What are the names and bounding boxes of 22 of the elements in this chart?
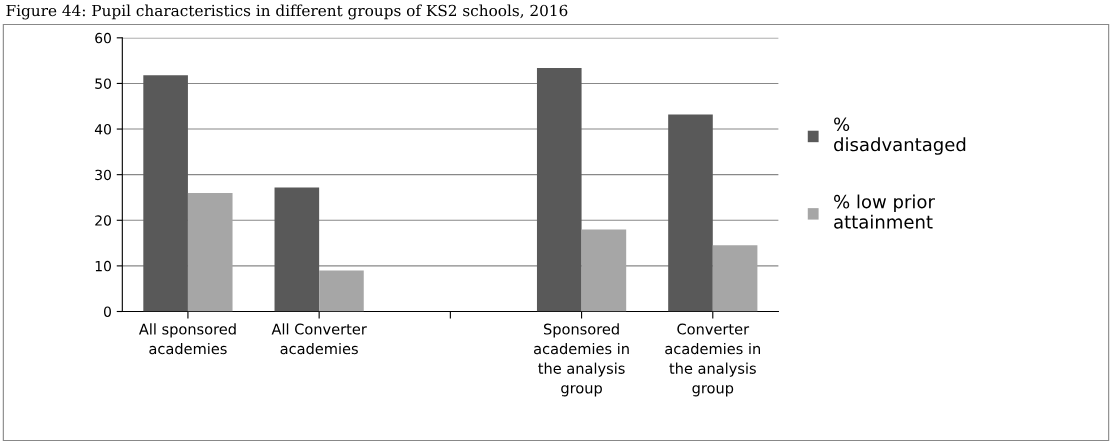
bar [319,270,364,312]
bar [143,75,188,312]
y-tick-label: 20 [95,215,111,226]
bar [536,67,582,312]
bar [187,192,233,312]
bar [581,229,627,312]
bar [712,245,758,312]
y-tick-label: 30 [95,169,111,181]
y-tick-label: 50 [95,78,111,89]
x-tick-label: All Converter academies [271,323,367,355]
y-tick-label: 10 [95,260,111,272]
y-tick-label: 0 [103,306,111,317]
y-tick-label: 60 [95,32,111,44]
legend-label: % low prior attainment [834,194,935,229]
legend-label: % disadvantaged [834,117,966,155]
x-tick-label: Sponsored academies in the analysis group [534,323,629,397]
x-tick-label: All sponsored academies [138,323,236,355]
y-tick-label: 40 [94,124,111,135]
bar [668,114,713,312]
x-tick-label: Converter academies in the analysis group [665,323,760,397]
chart-title: Figure 44: Pupil characteristics in different groups of KS2 schools, 2016 [6,4,568,20]
bar [274,187,320,312]
